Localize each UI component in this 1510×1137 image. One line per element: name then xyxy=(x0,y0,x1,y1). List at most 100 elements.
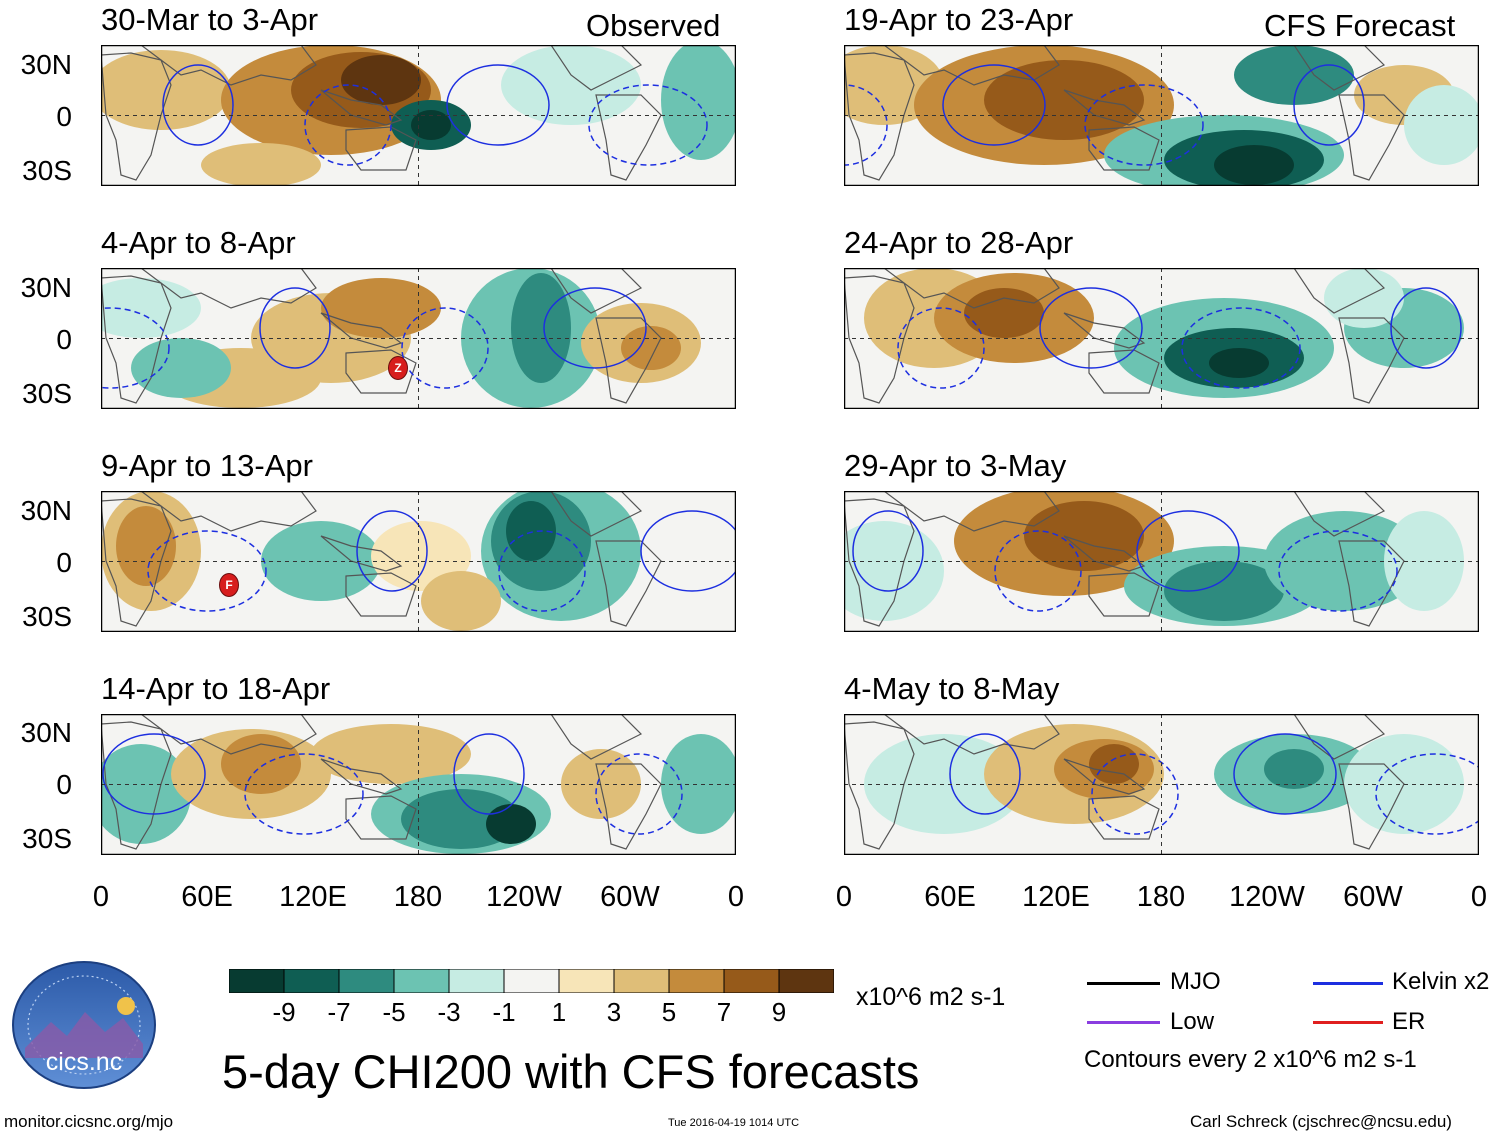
lon-label-right-180: 180 xyxy=(1136,881,1186,913)
lat-label-eq-row3: 0 xyxy=(56,547,72,578)
colorbar-tick-9: 9 xyxy=(771,997,787,1027)
storm-marker-f: F xyxy=(219,573,239,597)
anomaly-region xyxy=(101,278,201,338)
kelvin-contour xyxy=(356,510,428,592)
storm-marker-z-label: Z xyxy=(394,361,402,375)
coastline xyxy=(101,52,172,181)
anomaly-region xyxy=(1209,348,1269,378)
colorbar-tick--5: -5 xyxy=(382,997,406,1027)
map-frame xyxy=(844,714,1479,855)
coastline xyxy=(844,721,915,850)
colorbar-tick--9: -9 xyxy=(272,997,296,1027)
anomaly-region xyxy=(116,506,176,586)
anomaly-region xyxy=(1404,85,1479,165)
coastline xyxy=(345,572,417,617)
panel-title-obs-4: 14-Apr to 18-Apr xyxy=(101,671,331,706)
lat-label-30n-row3: 30N xyxy=(20,495,72,526)
map-frame xyxy=(844,45,1479,186)
map-obs-3 xyxy=(101,491,736,632)
kelvin-contour xyxy=(588,84,708,166)
coastline xyxy=(883,45,1060,86)
colorbar-swatch xyxy=(448,969,505,993)
footer-credit: Carl Schreck (cjschrec@ncsu.edu) xyxy=(1190,1112,1452,1131)
lon-label-left-0: 0 xyxy=(92,881,110,913)
coastline xyxy=(883,491,1060,532)
coastline xyxy=(1088,572,1160,617)
lon-label-left-120w: 120W xyxy=(486,881,562,913)
anomaly-region xyxy=(411,110,451,140)
kelvin-contour xyxy=(897,307,985,389)
anomaly-region xyxy=(661,734,736,834)
coastline xyxy=(550,714,643,760)
observed-tag: Observed xyxy=(586,8,721,43)
lat-label-eq-row2: 0 xyxy=(56,324,72,355)
coastline xyxy=(1338,94,1405,181)
anomaly-region xyxy=(321,278,441,338)
coastline xyxy=(1338,540,1405,627)
colorbar-tick--3: -3 xyxy=(437,997,461,1027)
legend-label-mjo: MJO xyxy=(1170,968,1221,995)
lon-label-right-60w: 60W xyxy=(1343,881,1403,913)
map-fc-1 xyxy=(844,45,1479,186)
lon-label-left-180: 180 xyxy=(393,881,443,913)
kelvin-contour xyxy=(1136,510,1240,592)
kelvin-contour xyxy=(1375,753,1479,835)
kelvin-contour xyxy=(259,287,331,369)
kelvin-contour xyxy=(1091,753,1179,835)
map-obs-4 xyxy=(101,714,736,855)
colorbar-tick--1: -1 xyxy=(492,997,516,1027)
anomaly-region xyxy=(1164,561,1284,621)
coastline xyxy=(345,795,417,840)
colorbar-tick-1: 1 xyxy=(551,997,567,1027)
anomaly-region xyxy=(1089,744,1139,784)
cfs-forecast-tag: CFS Forecast xyxy=(1264,8,1456,43)
coastline xyxy=(844,498,915,627)
kelvin-contour xyxy=(595,753,683,835)
panel-title-fc-1: 19-Apr to 23-Apr xyxy=(844,2,1074,37)
lat-label-30s-row1: 30S xyxy=(22,155,72,186)
coastline xyxy=(140,268,317,309)
map-frame xyxy=(101,45,736,186)
contour-note: Contours every 2 x10^6 m2 s-1 xyxy=(1084,1046,1417,1073)
footer-timestamp: Tue 2016-04-19 1014 UTC xyxy=(668,1117,800,1129)
kelvin-contour xyxy=(1039,287,1143,369)
legend-label-low: Low xyxy=(1170,1008,1215,1035)
map-obs-1 xyxy=(101,45,736,186)
coastline xyxy=(1088,126,1160,171)
colorbar-swatch xyxy=(393,969,450,993)
map-fc-4 xyxy=(844,714,1479,855)
anomaly-region xyxy=(201,143,321,186)
coastline xyxy=(101,721,172,850)
anomaly-region xyxy=(421,571,501,631)
panel-title-fc-4: 4-May to 8-May xyxy=(844,671,1060,706)
coastline xyxy=(595,317,662,404)
map-obs-2 xyxy=(101,268,736,409)
kelvin-contour xyxy=(446,64,550,146)
coastline xyxy=(844,52,915,181)
lon-label-right-0-end: 0 xyxy=(1470,881,1488,913)
coastline xyxy=(595,763,662,850)
coastline xyxy=(1293,714,1386,760)
map-frame xyxy=(101,491,736,632)
anomaly-region xyxy=(486,804,536,844)
lat-label-30n-row4: 30N xyxy=(20,717,72,748)
kelvin-contour xyxy=(1293,64,1365,146)
coastline xyxy=(1338,317,1405,404)
colorbar-tick-5: 5 xyxy=(661,997,677,1027)
coastline xyxy=(140,45,317,86)
legend-line-kelvin xyxy=(1313,982,1383,985)
lon-label-right-120e: 120E xyxy=(1022,881,1090,913)
footer-url: monitor.cicsnc.org/mjo xyxy=(4,1112,174,1131)
panel-title-obs-2: 4-Apr to 8-Apr xyxy=(101,225,296,260)
kelvin-contour xyxy=(304,84,392,166)
lon-label-left-60e: 60E xyxy=(181,881,233,913)
kelvin-contour xyxy=(498,530,586,612)
map-frame xyxy=(844,491,1479,632)
kelvin-contour xyxy=(453,733,525,815)
coastline xyxy=(595,540,662,627)
anomaly-region xyxy=(131,338,231,398)
colorbar-tick-7: 7 xyxy=(716,997,732,1027)
storm-marker-f-label: F xyxy=(225,578,233,592)
kelvin-contour xyxy=(1084,84,1204,166)
lon-label-left-120e: 120E xyxy=(279,881,347,913)
